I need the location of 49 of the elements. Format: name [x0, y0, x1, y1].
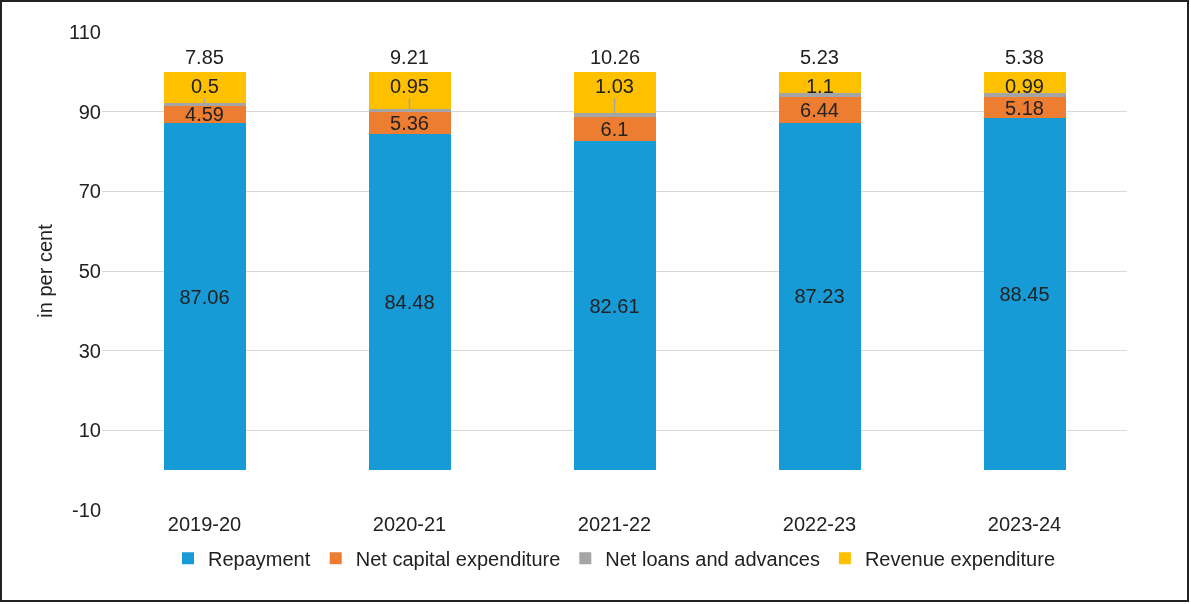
data-label: 87.06	[179, 285, 230, 308]
data-label: 6.44	[800, 98, 839, 121]
data-label: 0.5	[191, 75, 219, 97]
data-label: 10.26	[590, 46, 641, 68]
data-label: 82.61	[589, 294, 640, 317]
bar	[368, 133, 451, 471]
x-tick-label: 2020-21	[372, 513, 447, 535]
data-label: 7.85	[185, 46, 224, 68]
y-tick-label: 70	[78, 180, 101, 203]
y-tick-label: 90	[78, 100, 101, 123]
data-label: 5.36	[390, 111, 429, 134]
data-label: 87.23	[794, 285, 845, 308]
data-label: 0.99	[1005, 75, 1044, 97]
bar	[573, 71, 656, 113]
legend-label: Net capital expenditure	[355, 547, 561, 570]
bar	[983, 93, 1066, 98]
y-tick-label: 10	[78, 419, 101, 442]
bar	[368, 71, 451, 109]
bar	[573, 116, 656, 142]
y-tick-label: 30	[78, 339, 101, 362]
y-axis-title: in per cent	[34, 223, 56, 318]
data-label: 5.38	[1005, 46, 1044, 68]
x-tick-label: 2023-24	[987, 513, 1062, 535]
bar	[778, 122, 861, 471]
bar	[778, 71, 861, 93]
x-tick-label: 2019-20	[167, 513, 242, 535]
data-label: 4.59	[185, 103, 224, 126]
data-label: 84.48	[384, 290, 435, 313]
data-label: 9.21	[390, 46, 429, 68]
data-label: 5.23	[800, 46, 839, 68]
data-label: 1.1	[806, 75, 834, 97]
data-label: 6.1	[600, 117, 629, 140]
x-tick-label: 2022-23	[782, 513, 857, 535]
legend-label: Net loans and advances	[605, 547, 820, 570]
data-label: 5.18	[1005, 96, 1044, 119]
data-label: 88.45	[999, 283, 1050, 306]
data-label: 0.95	[390, 75, 429, 97]
y-tick-label: -10	[72, 499, 101, 521]
bar	[573, 141, 656, 471]
legend-label: Repayment	[208, 547, 311, 570]
bar	[163, 123, 246, 471]
legend-label: Revenue expenditure	[864, 547, 1056, 570]
bar	[983, 117, 1066, 471]
data-label: 1.03	[595, 75, 634, 97]
y-tick-label: 110	[69, 21, 101, 43]
x-tick-label: 2021-22	[577, 513, 652, 535]
bar	[163, 71, 246, 104]
y-tick-label: 50	[78, 260, 101, 282]
bar	[778, 92, 861, 98]
